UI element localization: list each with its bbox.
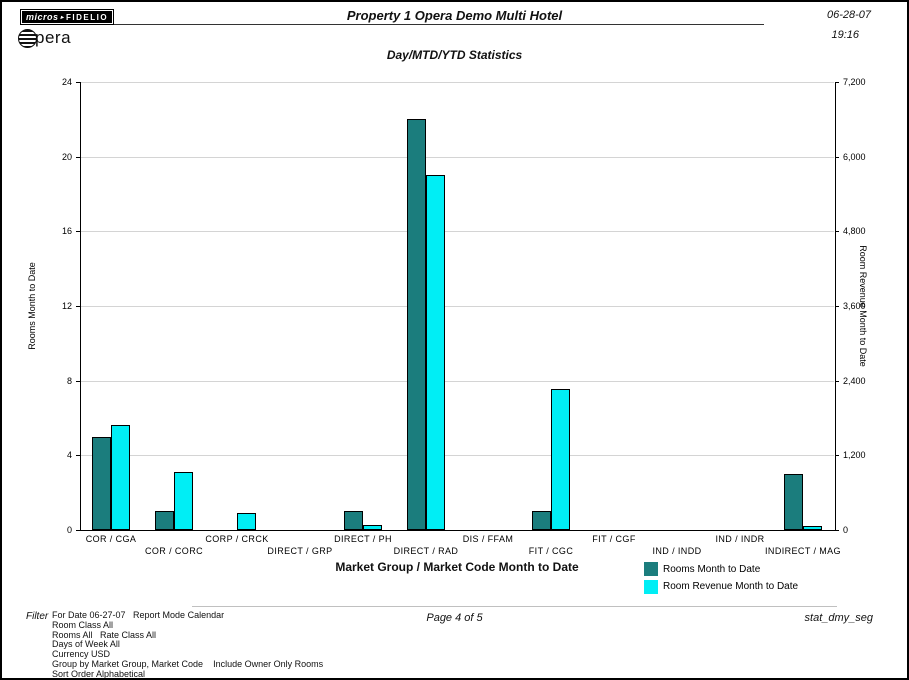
bar-rooms xyxy=(155,511,174,530)
right-tick-label: 0 xyxy=(843,525,849,535)
bar-rooms xyxy=(532,511,551,530)
bar-revenue xyxy=(111,425,130,530)
micros-fidelio-logo-text: micros ▸ FIDELIO xyxy=(22,11,113,23)
gridline xyxy=(81,231,834,232)
footer-divider xyxy=(192,606,837,607)
x-category-label: DIRECT / RAD xyxy=(393,546,459,556)
filter-line: Rooms All Rate Class All xyxy=(52,629,157,640)
report-id: stat_dmy_seg xyxy=(804,612,873,624)
right-tick-label: 1,200 xyxy=(843,450,866,460)
opera-wordmark: pera xyxy=(35,28,72,47)
gridline xyxy=(81,381,834,382)
bar-revenue xyxy=(426,175,445,530)
bar-revenue xyxy=(363,525,382,530)
x-category-label: CORP / CRCK xyxy=(205,534,269,544)
left-tick-mark xyxy=(76,381,80,382)
chart-title: Day/MTD/YTD Statistics xyxy=(386,48,523,62)
bar-revenue xyxy=(174,472,193,530)
filter-line: Room Class All xyxy=(52,619,114,630)
bar-rooms xyxy=(92,437,111,530)
gridline xyxy=(81,455,834,456)
right-tick-mark xyxy=(835,231,839,232)
left-tick-label: 12 xyxy=(61,301,72,311)
filter-line: For Date 06-27-07 Report Mode Calendar xyxy=(52,610,225,620)
filter-line: Sort Order Alphabetical xyxy=(52,668,146,679)
left-tick-mark xyxy=(76,455,80,456)
legend-swatch xyxy=(644,562,658,576)
right-tick-mark xyxy=(835,157,839,158)
left-tick-mark xyxy=(76,231,80,232)
right-tick-label: 3,600 xyxy=(843,301,866,311)
left-tick-label: 20 xyxy=(61,152,72,162)
right-tick-label: 6,000 xyxy=(843,152,866,162)
right-tick-mark xyxy=(835,455,839,456)
filter-line: Days of Week All xyxy=(52,639,120,650)
bar-rooms xyxy=(344,511,363,530)
x-category-label: COR / CGA xyxy=(85,534,137,544)
left-tick-mark xyxy=(76,82,80,83)
x-category-label: DIRECT / PH xyxy=(334,534,392,544)
left-tick-mark xyxy=(76,157,80,158)
left-axis-title: Rooms Month to Date xyxy=(27,262,37,350)
filter-line: Group by Market Group, Market Code Inclu… xyxy=(52,658,324,669)
right-tick-mark xyxy=(835,530,839,531)
filter-label: Filter xyxy=(26,611,49,622)
bar-rooms xyxy=(407,119,426,530)
x-category-label: IND / INDD xyxy=(652,546,702,556)
left-tick-mark xyxy=(76,306,80,307)
left-tick-mark xyxy=(76,530,80,531)
bar-revenue xyxy=(803,526,822,530)
x-category-label: FIT / CGC xyxy=(528,546,574,556)
property-title: Property 1 Opera Demo Multi Hotel xyxy=(346,8,563,23)
bar-rooms xyxy=(784,474,803,530)
fidelio-wordmark: FIDELIO xyxy=(66,12,109,22)
left-tick-label: 0 xyxy=(66,525,72,535)
bar-revenue xyxy=(551,389,570,530)
right-tick-label: 7,200 xyxy=(843,77,866,87)
filter-criteria: For Date 06-27-07 Report Mode Calendar Ro… xyxy=(52,610,324,679)
x-category-label: DIRECT / GRP xyxy=(267,546,333,556)
gridline xyxy=(81,306,834,307)
report-time: 19:16 xyxy=(831,29,859,41)
micros-fidelio-logo: micros ▸ FIDELIO xyxy=(20,9,115,25)
x-category-label: COR / CORC xyxy=(145,546,203,556)
opera-globe-icon xyxy=(18,28,37,48)
right-tick-label: 4,800 xyxy=(843,226,866,236)
report-date: 06-28-07 xyxy=(826,9,871,21)
right-axis-title: Room Revenue Month to Date xyxy=(858,245,868,367)
micros-wordmark: micros xyxy=(26,12,59,22)
legend-label: Rooms Month to Date xyxy=(663,563,761,575)
x-axis-title: Market Group / Market Code Month to Date xyxy=(335,560,579,574)
legend-swatch xyxy=(644,579,658,594)
right-tick-mark xyxy=(835,381,839,382)
legend-label: Room Revenue Month to Date xyxy=(663,581,799,592)
left-tick-label: 24 xyxy=(61,77,72,87)
legend-item: Rooms Month to Date xyxy=(644,562,760,576)
left-tick-label: 4 xyxy=(66,450,72,460)
x-category-label: IND / INDR xyxy=(715,534,765,544)
left-tick-label: 16 xyxy=(61,226,72,236)
gridline xyxy=(81,157,834,158)
legend-item: Room Revenue Month to Date xyxy=(644,579,799,594)
header-divider xyxy=(114,24,764,25)
x-category-label: DIS / FFAM xyxy=(462,534,514,544)
right-tick-mark xyxy=(835,306,839,307)
page-number: Page 4 of 5 xyxy=(426,612,483,624)
right-tick-label: 2,400 xyxy=(843,376,866,386)
x-category-label: FIT / CGF xyxy=(592,534,636,544)
left-tick-label: 8 xyxy=(66,376,72,386)
gridline xyxy=(81,82,834,83)
opera-logo: pera xyxy=(18,28,71,48)
bar-revenue xyxy=(237,513,256,530)
x-category-label: INDIRECT / MAG xyxy=(765,546,841,556)
filter-line: Currency USD xyxy=(52,649,111,660)
logo-separator-icon: ▸ xyxy=(60,14,65,21)
right-tick-mark xyxy=(835,82,839,83)
